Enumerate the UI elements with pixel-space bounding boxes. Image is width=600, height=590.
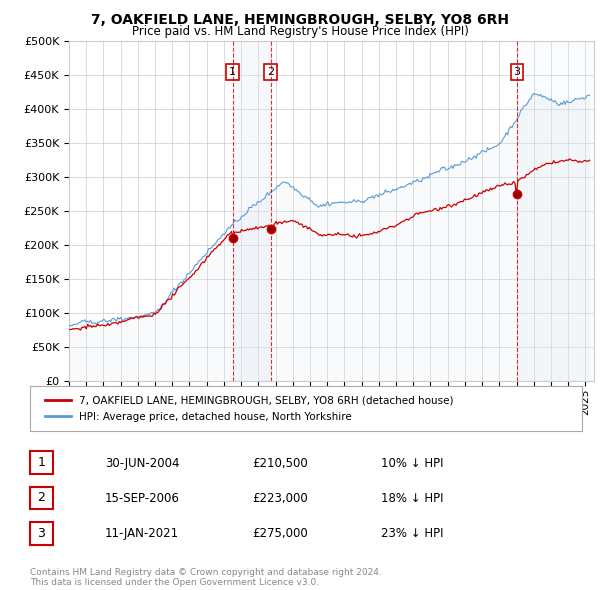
Text: 3: 3 — [514, 67, 521, 77]
Legend: 7, OAKFIELD LANE, HEMINGBROUGH, SELBY, YO8 6RH (detached house), HPI: Average pr: 7, OAKFIELD LANE, HEMINGBROUGH, SELBY, Y… — [41, 391, 458, 426]
Text: Contains HM Land Registry data © Crown copyright and database right 2024.
This d: Contains HM Land Registry data © Crown c… — [30, 568, 382, 587]
Text: 7, OAKFIELD LANE, HEMINGBROUGH, SELBY, YO8 6RH: 7, OAKFIELD LANE, HEMINGBROUGH, SELBY, Y… — [91, 13, 509, 27]
Text: 1: 1 — [229, 67, 236, 77]
Text: 10% ↓ HPI: 10% ↓ HPI — [381, 457, 443, 470]
Text: 15-SEP-2006: 15-SEP-2006 — [105, 492, 180, 505]
Text: 18% ↓ HPI: 18% ↓ HPI — [381, 492, 443, 505]
Text: £210,500: £210,500 — [252, 457, 308, 470]
Bar — [517, 41, 594, 381]
Text: 30-JUN-2004: 30-JUN-2004 — [105, 457, 179, 470]
Text: 3: 3 — [37, 527, 46, 540]
Text: Price paid vs. HM Land Registry's House Price Index (HPI): Price paid vs. HM Land Registry's House … — [131, 25, 469, 38]
Text: 11-JAN-2021: 11-JAN-2021 — [105, 527, 179, 540]
Text: 23% ↓ HPI: 23% ↓ HPI — [381, 527, 443, 540]
Text: £275,000: £275,000 — [252, 527, 308, 540]
Text: 2: 2 — [37, 491, 46, 504]
Text: 1: 1 — [37, 456, 46, 469]
Text: £223,000: £223,000 — [252, 492, 308, 505]
Bar — [233, 41, 271, 381]
Text: 2: 2 — [267, 67, 274, 77]
